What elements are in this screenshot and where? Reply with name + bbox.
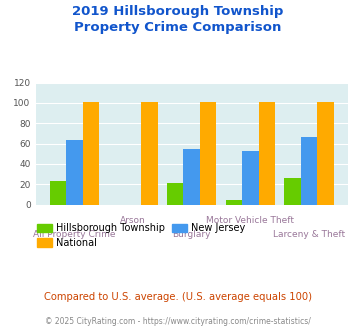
Bar (258, 102, 275, 205)
Text: Arson: Arson (120, 216, 146, 225)
Bar (284, 178, 301, 205)
Bar (167, 183, 184, 205)
Text: 2019 Hillsborough Township
Property Crime Comparison: 2019 Hillsborough Township Property Crim… (72, 5, 283, 34)
Text: © 2025 CityRating.com - https://www.cityrating.com/crime-statistics/: © 2025 CityRating.com - https://www.city… (45, 317, 310, 326)
Text: All Property Crime: All Property Crime (33, 230, 116, 239)
Text: Burglary: Burglary (173, 230, 211, 239)
Bar (301, 137, 317, 205)
Bar (317, 102, 334, 205)
Bar (184, 148, 200, 205)
Bar (66, 141, 83, 205)
Bar (242, 151, 258, 205)
Bar (226, 200, 242, 205)
Bar (83, 102, 99, 205)
Bar (50, 181, 66, 205)
Bar (200, 102, 216, 205)
Legend: Hillsborough Township, National, New Jersey: Hillsborough Township, National, New Jer… (33, 219, 249, 252)
Text: Larceny & Theft: Larceny & Theft (273, 230, 345, 239)
Bar (141, 102, 158, 205)
Text: Motor Vehicle Theft: Motor Vehicle Theft (206, 216, 294, 225)
Text: Compared to U.S. average. (U.S. average equals 100): Compared to U.S. average. (U.S. average … (44, 292, 311, 302)
